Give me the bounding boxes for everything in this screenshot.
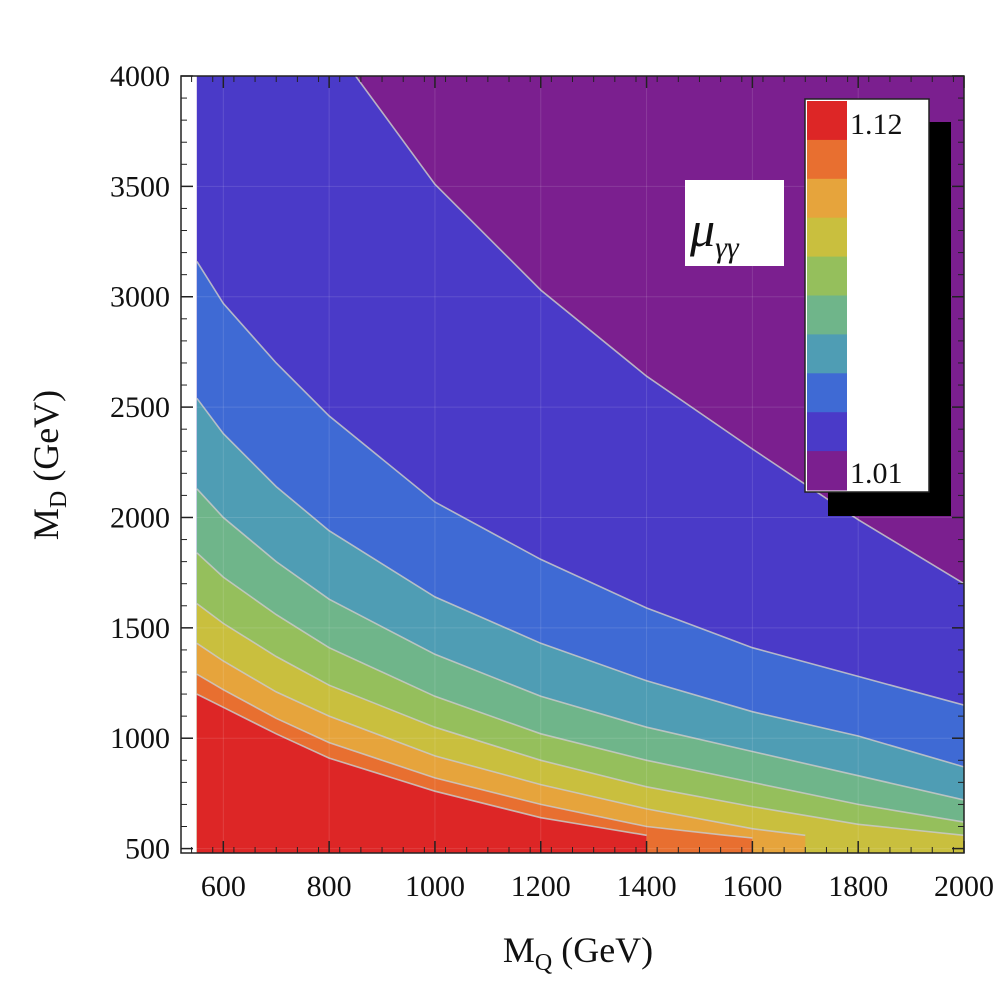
contour-band-9 [196,694,647,853]
contour-line-4 [196,488,964,801]
x-axis-label: MQ (GeV) [503,930,653,976]
legend-swatch [807,217,847,258]
legend-max-label: 1.12 [850,108,903,141]
legend-swatch [807,139,847,180]
y-tick-label: 3000 [110,281,170,314]
legend-swatch [807,101,847,141]
y-axis-label: MD (GeV) [26,390,72,540]
contour-line-5 [196,552,964,823]
contour-line-8 [196,673,753,839]
y-tick-label: 1000 [110,722,170,755]
legend-swatch [807,178,847,219]
x-tick-label: 1600 [722,870,782,903]
x-axis-ticks: 600 800 1000 1200 1400 1600 1800 2000 [191,76,994,903]
x-tick-label: 1800 [828,870,888,903]
x-tick-label: 600 [201,870,246,903]
legend-symbol-box [685,180,784,266]
legend-swatch [807,334,847,374]
x-tick-label: 1400 [617,870,677,903]
y-tick-label: 4000 [110,60,170,93]
y-tick-label: 2500 [110,391,170,424]
contour-line-6 [196,602,964,837]
x-tick-label: 1000 [405,870,465,903]
y-axis-ticks: 500 1000 1500 2000 2500 3000 3500 4000 [110,60,964,866]
legend-swatch [807,256,847,296]
contour-line-9 [196,693,647,837]
contour-line-2 [196,260,964,706]
x-tick-label: 800 [307,870,352,903]
color-legend: 1.12 1.01 μγγ [685,98,951,516]
legend-swatch [807,373,847,413]
y-tick-label: 1500 [110,612,170,645]
x-tick-label: 1200 [511,870,571,903]
y-tick-label: 2000 [110,501,170,534]
legend-swatch [807,451,847,491]
legend-min-label: 1.01 [850,457,903,490]
contour-line-1 [354,76,964,585]
contour-lines [196,76,964,839]
legend-symbol: μγγ [689,201,740,264]
legend-swatch [807,295,847,335]
contour-line-7 [196,642,806,837]
legend-swatches [807,101,847,491]
y-tick-label: 500 [125,833,170,866]
x-tick-label: 2000 [934,870,994,903]
y-tick-label: 3500 [110,170,170,203]
legend-swatch [807,412,847,452]
contour-line-3 [196,397,964,768]
